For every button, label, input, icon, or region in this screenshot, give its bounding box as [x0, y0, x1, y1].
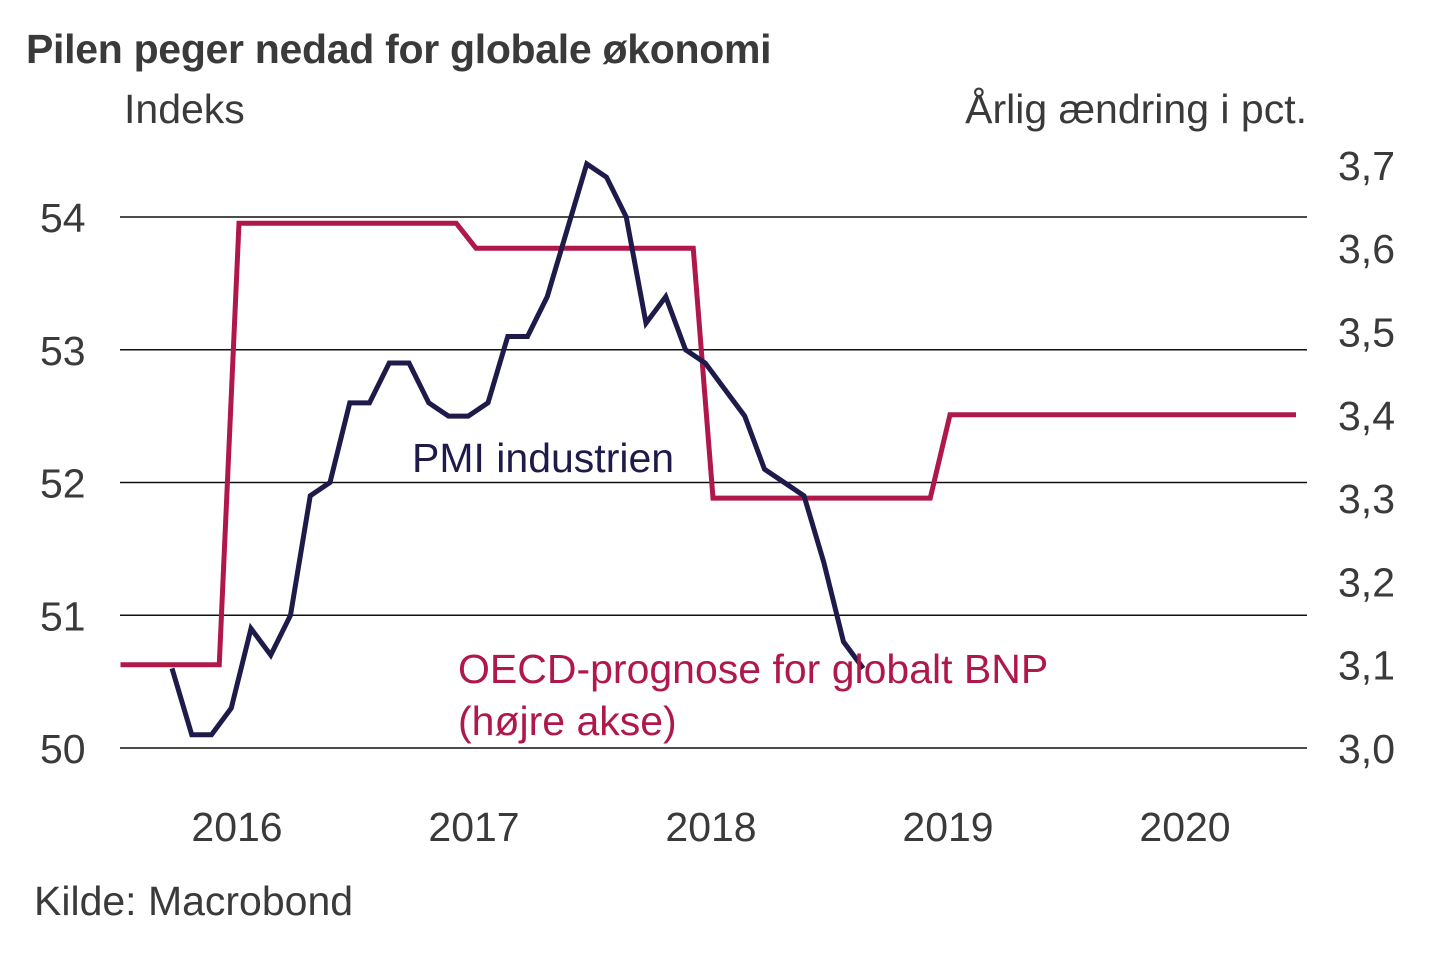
x-tick-label: 2018 — [665, 804, 756, 850]
right-tick-label: 3,6 — [1338, 226, 1395, 272]
source-note: Kilde: Macrobond — [34, 878, 354, 924]
right-tick-label: 3,7 — [1338, 143, 1395, 189]
right-axis-ticks: 3,0 3,1 3,2 3,3 3,4 3,5 3,6 3,7 — [1338, 143, 1395, 772]
series-lines — [120, 159, 1296, 738]
right-tick-label: 3,1 — [1338, 643, 1395, 689]
annotations: PMI industrien OECD-prognose for globalt… — [412, 435, 1048, 744]
right-axis-label: Årlig ændring i pct. — [965, 86, 1307, 132]
x-tick-label: 2020 — [1139, 804, 1230, 850]
left-tick-label: 50 — [40, 726, 86, 772]
right-tick-label: 3,4 — [1338, 393, 1395, 439]
left-tick-label: 52 — [40, 461, 86, 507]
left-axis-label: Indeks — [124, 86, 245, 132]
chart-title: Pilen peger nedad for globale økonomi — [26, 26, 772, 72]
gridlines — [120, 216, 1307, 749]
left-tick-label: 53 — [40, 328, 86, 374]
left-axis-ticks: 50 51 52 53 54 — [40, 195, 86, 772]
x-tick-label: 2017 — [428, 804, 519, 850]
right-tick-label: 3,5 — [1338, 310, 1395, 356]
series-line-oecd — [120, 220, 1296, 668]
annotation-pmi: PMI industrien — [412, 435, 674, 481]
left-tick-label: 51 — [40, 593, 86, 639]
right-tick-label: 3,3 — [1338, 476, 1395, 522]
x-tick-label: 2016 — [191, 804, 282, 850]
annotation-oecd-line2: (højre akse) — [458, 698, 677, 744]
right-tick-label: 3,2 — [1338, 559, 1395, 605]
left-tick-label: 54 — [40, 195, 86, 241]
right-tick-label: 3,0 — [1338, 726, 1395, 772]
x-tick-label: 2019 — [902, 804, 993, 850]
series-line-pmi — [169, 159, 866, 738]
annotation-oecd-line1: OECD-prognose for globalt BNP — [458, 646, 1048, 692]
x-axis-ticks: 2016 2017 2018 2019 2020 — [191, 804, 1230, 850]
